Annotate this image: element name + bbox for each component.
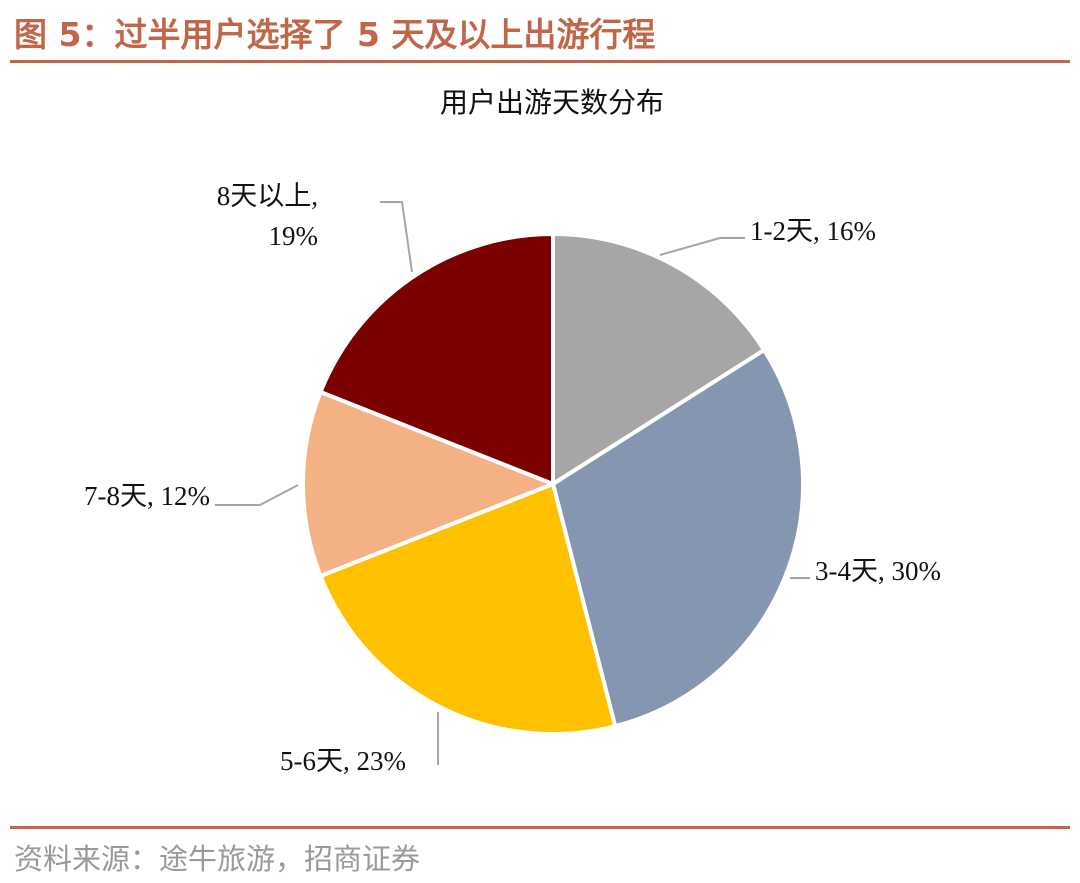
pie-slice-2 [551,348,805,729]
leader-line-5 [380,201,413,273]
label-leader-lines [215,201,810,765]
pie-slice-5 [318,232,555,486]
data-label-1: 1-2天, 16% [750,216,876,246]
pie-slice-3 [318,482,618,736]
data-label-5-line-2: 19% [269,221,319,251]
data-label-4: 7-8天, 12% [84,481,210,511]
pie-slice-4 [301,389,555,579]
data-labels: 1-2天, 16% 3-4天, 30% 5-6天, 23% 7-8天, 12% 8天以上… [84,181,941,776]
leader-line-4 [215,484,299,506]
chart-title: 用户出游天数分布 [440,86,664,119]
pie-slice-1 [551,232,767,486]
leader-line-1 [659,237,745,256]
data-label-5-line-1: 8天以上, [217,181,318,211]
title-rule [10,60,1070,63]
source-rule [10,826,1070,829]
figure-title: 图 5：过半用户选择了 5 天及以上出游行程 [14,15,656,54]
data-label-2: 3-4天, 30% [815,556,941,586]
source-note: 资料来源：途牛旅游，招商证券 [14,842,421,876]
data-label-3: 5-6天, 23% [280,746,406,776]
pie-slices [301,232,805,736]
